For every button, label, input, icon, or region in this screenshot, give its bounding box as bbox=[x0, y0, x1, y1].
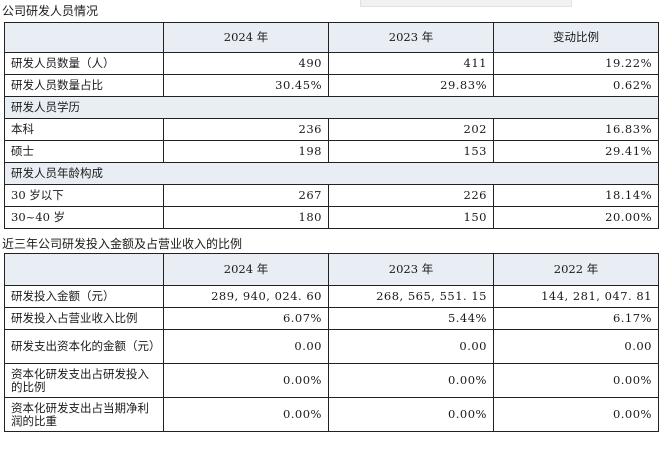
cell-value: 6.17% bbox=[493, 307, 659, 330]
column-header: 2023 年 bbox=[328, 253, 494, 286]
section-row: 研发人员学历 bbox=[4, 96, 659, 119]
cell-value: 202 bbox=[328, 118, 494, 141]
cell-value: 16.83% bbox=[493, 118, 659, 141]
cell-value: 0.00 bbox=[328, 329, 494, 364]
cell-value: 289, 940, 024. 60 bbox=[163, 285, 329, 308]
cell-value: 0.00% bbox=[163, 363, 329, 398]
table-row: 资本化研发支出占研发投入的比例 0.00% 0.00% 0.00% bbox=[4, 363, 659, 398]
column-header: 2022 年 bbox=[493, 253, 659, 286]
table-row: 30 岁以下 267 226 18.14% bbox=[4, 184, 659, 207]
cell-value: 30.45% bbox=[163, 74, 329, 97]
row-label: 研发投入金额（元） bbox=[4, 285, 164, 308]
cell-value: 0.00% bbox=[328, 397, 494, 432]
section-label: 研发人员学历 bbox=[4, 96, 659, 119]
table-row: 硕士 198 153 29.41% bbox=[4, 140, 659, 163]
row-label: 研发支出资本化的金额（元） bbox=[4, 329, 164, 364]
row-label: 硕士 bbox=[4, 140, 164, 163]
row-label: 资本化研发支出占研发投入的比例 bbox=[4, 363, 164, 398]
section-row: 研发人员年龄构成 bbox=[4, 162, 659, 185]
table-row: 研发投入占营业收入比例 6.07% 5.44% 6.17% bbox=[4, 307, 659, 330]
table-header-row: 2024 年 2023 年变动比例 bbox=[4, 22, 659, 53]
table-header-row: 2024 年 2023 年 2022 年 bbox=[4, 253, 659, 286]
row-label: 资本化研发支出占当期净利润的比重 bbox=[4, 397, 164, 432]
cell-value: 226 bbox=[328, 184, 494, 207]
column-header: 变动比例 bbox=[493, 22, 659, 53]
cell-value: 153 bbox=[328, 140, 494, 163]
cell-value: 0.00% bbox=[493, 397, 659, 432]
table-row: 研发投入金额（元） 289, 940, 024. 60 268, 565, 551.… bbox=[4, 285, 659, 308]
rd-investment-table: 2024 年 2023 年 2022 年研发投入金额（元） 289, 940, 024… bbox=[4, 253, 659, 432]
table-row: 30~40 岁 180 150 20.00% bbox=[4, 206, 659, 229]
table-row: 研发人员数量（人） 490 411 19.22% bbox=[4, 52, 659, 75]
cell-value: 268, 565, 551. 15 bbox=[328, 285, 494, 308]
section-label: 研发人员年龄构成 bbox=[4, 162, 659, 185]
cell-value: 0.00% bbox=[163, 397, 329, 432]
cell-value: 198 bbox=[163, 140, 329, 163]
cell-value: 0.62% bbox=[493, 74, 659, 97]
cell-value: 29.83% bbox=[328, 74, 494, 97]
column-header: 2024 年 bbox=[163, 22, 329, 53]
row-label: 研发人员数量（人） bbox=[4, 52, 164, 75]
background-window-edge bbox=[360, 0, 572, 7]
cell-value: 29.41% bbox=[493, 140, 659, 163]
table-row: 研发人员数量占比 30.45% 29.83% 0.62% bbox=[4, 74, 659, 97]
cell-value: 236 bbox=[163, 118, 329, 141]
rd-personnel-table: 2024 年 2023 年变动比例 研发人员数量（人） 490 411 19.22% 研发人… bbox=[4, 22, 659, 229]
cell-value: 5.44% bbox=[328, 307, 494, 330]
table-row: 本科 236 202 16.83% bbox=[4, 118, 659, 141]
cell-value: 144, 281, 047. 81 bbox=[493, 285, 659, 308]
row-label: 研发人员数量占比 bbox=[4, 74, 164, 97]
cell-value: 0.00% bbox=[328, 363, 494, 398]
row-label: 研发投入占营业收入比例 bbox=[4, 307, 164, 330]
column-header: 2024 年 bbox=[163, 253, 329, 286]
cell-value: 490 bbox=[163, 52, 329, 75]
cell-value: 20.00% bbox=[493, 206, 659, 229]
row-label: 30~40 岁 bbox=[4, 206, 164, 229]
cell-value: 0.00% bbox=[493, 363, 659, 398]
cell-value: 411 bbox=[328, 52, 494, 75]
table-row: 研发支出资本化的金额（元） 0.00 0.00 0.00 bbox=[4, 329, 659, 364]
cell-value: 18.14% bbox=[493, 184, 659, 207]
cell-value: 150 bbox=[328, 206, 494, 229]
column-header bbox=[4, 22, 164, 53]
cell-value: 180 bbox=[163, 206, 329, 229]
cell-value: 6.07% bbox=[163, 307, 329, 330]
cell-value: 0.00 bbox=[163, 329, 329, 364]
cell-value: 19.22% bbox=[493, 52, 659, 75]
column-header: 2023 年 bbox=[328, 22, 494, 53]
table-row: 资本化研发支出占当期净利润的比重 0.00% 0.00% 0.00% bbox=[4, 397, 659, 432]
cell-value: 267 bbox=[163, 184, 329, 207]
row-label: 本科 bbox=[4, 118, 164, 141]
table1-caption: 公司研发人员情况 bbox=[2, 4, 99, 18]
row-label: 30 岁以下 bbox=[4, 184, 164, 207]
column-header bbox=[4, 253, 164, 286]
cell-value: 0.00 bbox=[493, 329, 659, 364]
table2-caption: 近三年公司研发投入金额及占营业收入的比例 bbox=[2, 237, 243, 251]
